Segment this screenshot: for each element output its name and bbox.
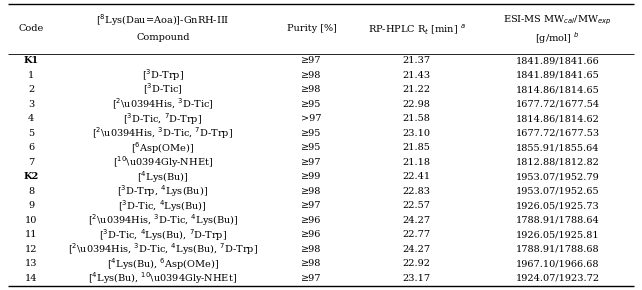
Text: ≥98: ≥98	[301, 85, 322, 94]
Text: 22.83: 22.83	[403, 187, 431, 196]
Text: ≥98: ≥98	[301, 245, 322, 254]
Text: 1926.05/1925.81: 1926.05/1925.81	[516, 230, 600, 239]
Text: [$^2$\u0394His, $^3$D-Tic, $^4$Lys(Bu), $^7$D-Trp]: [$^2$\u0394His, $^3$D-Tic, $^4$Lys(Bu), …	[68, 242, 258, 257]
Text: [$^3$D-Tic, $^4$Lys(Bu)]: [$^3$D-Tic, $^4$Lys(Bu)]	[119, 198, 207, 214]
Text: 1855.91/1855.64: 1855.91/1855.64	[516, 143, 599, 152]
Text: 1677.72/1677.53: 1677.72/1677.53	[516, 129, 600, 138]
Text: 8: 8	[28, 187, 34, 196]
Text: ≥98: ≥98	[301, 187, 322, 196]
Text: ESI-MS MW$_{cal}$/MW$_{exp}$: ESI-MS MW$_{cal}$/MW$_{exp}$	[503, 14, 612, 27]
Text: RP-HPLC R$_t$ [min] $^a$: RP-HPLC R$_t$ [min] $^a$	[368, 22, 465, 36]
Text: 1788.91/1788.68: 1788.91/1788.68	[516, 245, 600, 254]
Text: 24.27: 24.27	[403, 216, 431, 225]
Text: 22.98: 22.98	[403, 100, 431, 109]
Text: K1: K1	[24, 56, 39, 65]
Text: 21.85: 21.85	[403, 143, 431, 152]
Text: 4: 4	[28, 114, 34, 123]
Text: 6: 6	[28, 143, 34, 152]
Text: [$^4$Lys(Bu), $^{10}$\u0394Gly-NHEt]: [$^4$Lys(Bu), $^{10}$\u0394Gly-NHEt]	[89, 271, 238, 286]
Text: 22.92: 22.92	[403, 259, 431, 268]
Text: 1812.88/1812.82: 1812.88/1812.82	[516, 158, 600, 167]
Text: 22.57: 22.57	[403, 201, 431, 210]
Text: [$^2$\u0394His, $^3$D-Tic]: [$^2$\u0394His, $^3$D-Tic]	[112, 97, 214, 112]
Text: ≥96: ≥96	[301, 216, 322, 225]
Text: [$^3$D-Tic, $^4$Lys(Bu), $^7$D-Trp]: [$^3$D-Tic, $^4$Lys(Bu), $^7$D-Trp]	[99, 227, 227, 243]
Text: [$^3$D-Tic, $^7$D-Trp]: [$^3$D-Tic, $^7$D-Trp]	[123, 111, 202, 127]
Text: [$^2$\u0394His, $^3$D-Tic, $^4$Lys(Bu)]: [$^2$\u0394His, $^3$D-Tic, $^4$Lys(Bu)]	[87, 213, 238, 228]
Text: ≥97: ≥97	[301, 201, 322, 210]
Text: ≥98: ≥98	[301, 259, 322, 268]
Text: Compound: Compound	[136, 33, 189, 42]
Text: 5: 5	[28, 129, 34, 138]
Text: 1814.86/1814.62: 1814.86/1814.62	[516, 114, 600, 123]
Text: 21.37: 21.37	[403, 56, 431, 65]
Text: [$^6$Asp(OMe)]: [$^6$Asp(OMe)]	[131, 140, 195, 156]
Text: 21.22: 21.22	[403, 85, 431, 94]
Text: 9: 9	[28, 201, 34, 210]
Text: 21.43: 21.43	[403, 71, 431, 80]
Text: [$^8$Lys(Dau=Aoa)]-GnRH-III: [$^8$Lys(Dau=Aoa)]-GnRH-III	[96, 12, 229, 28]
Text: [$^2$\u0394His, $^3$D-Tic, $^7$D-Trp]: [$^2$\u0394His, $^3$D-Tic, $^7$D-Trp]	[92, 126, 233, 141]
Text: [g/mol] $^b$: [g/mol] $^b$	[535, 30, 580, 46]
Text: ≥95: ≥95	[301, 143, 322, 152]
Text: 12: 12	[25, 245, 37, 254]
Text: 21.18: 21.18	[403, 158, 431, 167]
Text: 1953.07/1952.79: 1953.07/1952.79	[516, 172, 600, 181]
Text: 22.41: 22.41	[403, 172, 431, 181]
Text: >97: >97	[301, 114, 322, 123]
Text: 13: 13	[25, 259, 37, 268]
Text: 1967.10/1966.68: 1967.10/1966.68	[516, 259, 599, 268]
Text: 24.27: 24.27	[403, 245, 431, 254]
Text: 10: 10	[25, 216, 37, 225]
Text: 7: 7	[28, 158, 34, 167]
Text: 23.17: 23.17	[403, 274, 431, 283]
Text: [$^4$Lys(Bu), $^6$Asp(OMe)]: [$^4$Lys(Bu), $^6$Asp(OMe)]	[107, 256, 219, 272]
Text: 1788.91/1788.64: 1788.91/1788.64	[516, 216, 600, 225]
Text: 3: 3	[28, 100, 34, 109]
Text: 1926.05/1925.73: 1926.05/1925.73	[516, 201, 600, 210]
Text: Code: Code	[19, 24, 44, 33]
Text: [$^3$D-Tic]: [$^3$D-Tic]	[143, 82, 182, 97]
Text: 11: 11	[25, 230, 37, 239]
Text: Purity [%]: Purity [%]	[287, 24, 336, 33]
Text: 1953.07/1952.65: 1953.07/1952.65	[516, 187, 600, 196]
Text: ≥97: ≥97	[301, 56, 322, 65]
Text: ≥96: ≥96	[301, 230, 322, 239]
Text: ≥95: ≥95	[301, 129, 322, 138]
Text: [$^3$D-Trp]: [$^3$D-Trp]	[142, 68, 184, 83]
Text: 14: 14	[25, 274, 37, 283]
Text: 1841.89/1841.65: 1841.89/1841.65	[516, 71, 600, 80]
Text: 1841.89/1841.66: 1841.89/1841.66	[516, 56, 600, 65]
Text: 23.10: 23.10	[403, 129, 431, 138]
Text: 1814.86/1814.65: 1814.86/1814.65	[516, 85, 600, 94]
Text: ≥97: ≥97	[301, 274, 322, 283]
Text: 21.58: 21.58	[403, 114, 431, 123]
Text: 22.77: 22.77	[403, 230, 431, 239]
Text: ≥98: ≥98	[301, 71, 322, 80]
Text: 1677.72/1677.54: 1677.72/1677.54	[516, 100, 600, 109]
Text: K2: K2	[24, 172, 39, 181]
Text: [$^4$Lys(Bu)]: [$^4$Lys(Bu)]	[137, 169, 189, 185]
Text: ≥99: ≥99	[301, 172, 322, 181]
Text: [$^3$D-Trp, $^4$Lys(Bu)]: [$^3$D-Trp, $^4$Lys(Bu)]	[117, 184, 208, 199]
Text: ≥97: ≥97	[301, 158, 322, 167]
Text: 1924.07/1923.72: 1924.07/1923.72	[516, 274, 600, 283]
Text: [$^{10}$\u0394Gly-NHEt]: [$^{10}$\u0394Gly-NHEt]	[113, 155, 213, 170]
Text: 1: 1	[28, 71, 34, 80]
Text: ≥95: ≥95	[301, 100, 322, 109]
Text: 2: 2	[28, 85, 34, 94]
